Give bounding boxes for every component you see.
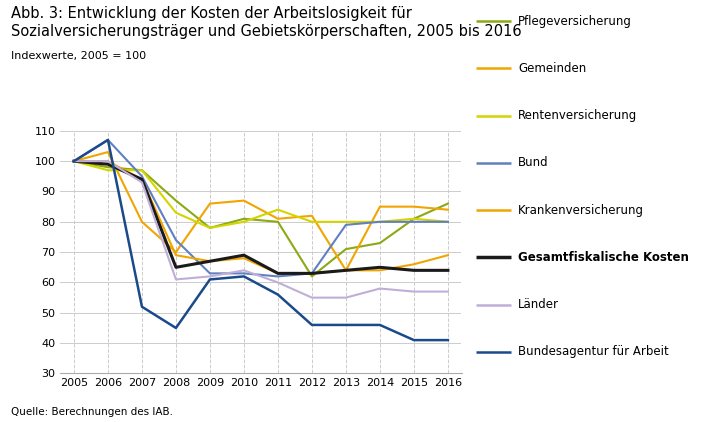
Text: Abb. 3: Entwicklung der Kosten der Arbeitslosigkeit für: Abb. 3: Entwicklung der Kosten der Arbei… — [11, 6, 412, 22]
Text: Sozialversicherungsträger und Gebietskörperschaften, 2005 bis 2016: Sozialversicherungsträger und Gebietskör… — [11, 24, 521, 40]
Text: Krankenversicherung: Krankenversicherung — [518, 204, 644, 216]
Text: Bund: Bund — [518, 157, 549, 169]
Text: Bundesagentur für Arbeit: Bundesagentur für Arbeit — [518, 346, 669, 358]
Text: Rentenversicherung: Rentenversicherung — [518, 109, 638, 122]
Text: Indexwerte, 2005 = 100: Indexwerte, 2005 = 100 — [11, 51, 146, 61]
Text: Pflegeversicherung: Pflegeversicherung — [518, 15, 632, 27]
Text: Gemeinden: Gemeinden — [518, 62, 586, 75]
Text: Quelle: Berechnungen des IAB.: Quelle: Berechnungen des IAB. — [11, 407, 173, 417]
Text: Länder: Länder — [518, 298, 559, 311]
Text: Gesamtfiskalische Kosten: Gesamtfiskalische Kosten — [518, 251, 689, 264]
